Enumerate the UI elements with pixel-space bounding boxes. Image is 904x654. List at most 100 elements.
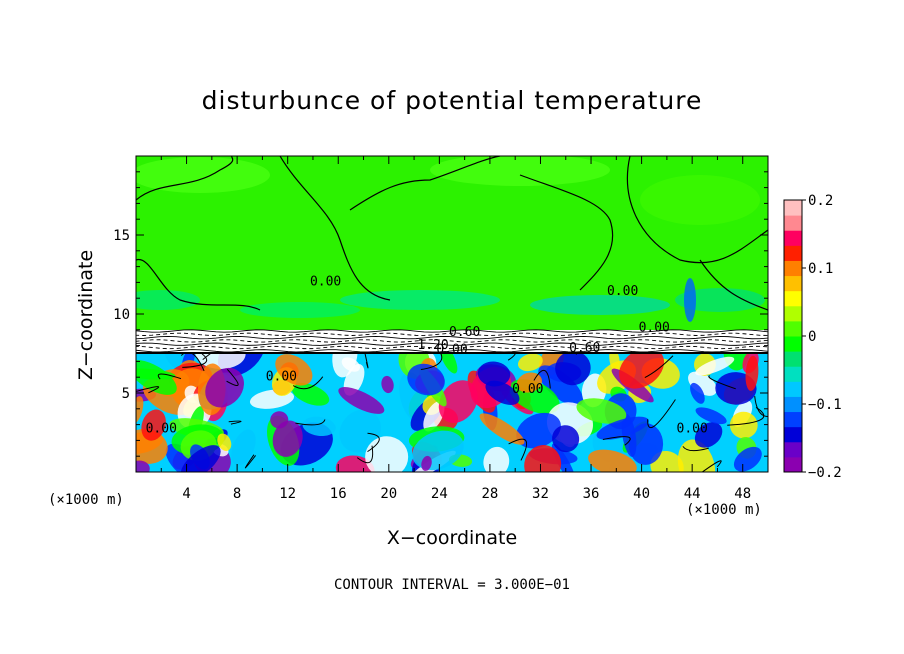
- y-axis: 5 10 15: [113, 171, 768, 457]
- colorbar-swatch: [784, 260, 802, 277]
- x-axis: 4 8 12 16 20 24 28 32 36 40 44 48: [160, 156, 751, 502]
- colorbar-swatch: [784, 351, 802, 367]
- field-blob: [684, 278, 696, 322]
- field-blob: [524, 445, 562, 472]
- colorbar: 0.2 0.1 0 −0.1 −0.2: [783, 193, 842, 481]
- contour-line: [727, 407, 765, 426]
- contour-line: [602, 436, 631, 446]
- contour-line: [244, 454, 256, 469]
- field-blob: [302, 416, 336, 436]
- field-blob: [516, 412, 561, 449]
- x-axis-label: X−coordinate: [386, 527, 518, 549]
- temperature-field: [136, 156, 768, 472]
- contour-line: [136, 345, 768, 350]
- contour-line: [708, 375, 736, 390]
- x-tick-label: 16: [330, 486, 347, 502]
- contour-line: [136, 329, 768, 333]
- field-blob: [421, 455, 432, 471]
- colorbar-swatch: [784, 290, 802, 307]
- field-blob: [275, 354, 313, 386]
- field-blob: [272, 420, 303, 457]
- chart-title: disturbunce of potential temperature: [201, 86, 703, 115]
- x-tick-label: 32: [532, 486, 549, 502]
- contour-line: [157, 373, 182, 380]
- colorbar-swatch: [784, 396, 802, 413]
- field-blob: [407, 363, 445, 396]
- colorbar-swatch: [784, 381, 802, 397]
- contour-label: 0.00: [310, 275, 341, 290]
- field-blob: [136, 360, 177, 395]
- field-blob: [217, 433, 232, 451]
- contour-line: [626, 156, 768, 264]
- field-blob: [479, 413, 525, 445]
- field-blob: [438, 380, 478, 423]
- contour-labels: 0.000.000.601.200.00 0.600.000.000.00 0.00…: [146, 275, 708, 437]
- contour-line: [136, 339, 768, 343]
- contour-line: [701, 460, 722, 472]
- colorbar-tick-label: 0.1: [808, 261, 833, 277]
- field-blob: [141, 409, 166, 441]
- colorbar-swatch: [784, 441, 802, 458]
- contour-line: [508, 438, 528, 461]
- field-blob: [640, 175, 760, 225]
- field-blob: [729, 411, 758, 439]
- contour-line: [228, 420, 242, 425]
- y-tick-label: 15: [113, 228, 130, 244]
- contour-line: [420, 352, 443, 371]
- y-axis-label: Z−coordinate: [75, 249, 97, 381]
- contour-line: [754, 396, 768, 417]
- field-blob: [341, 357, 360, 372]
- x-tick-label: 8: [233, 486, 241, 502]
- contour-line: [136, 259, 261, 311]
- field-blob: [694, 422, 723, 448]
- contour-label: 0.00: [146, 422, 177, 437]
- contour-line: [292, 376, 324, 390]
- contour-label: 0.00: [436, 343, 467, 358]
- field-blob: [339, 409, 381, 453]
- field-blob: [136, 157, 270, 193]
- x-tick-label: 40: [633, 486, 650, 502]
- colorbar-swatch: [784, 456, 802, 473]
- field-blob: [555, 352, 591, 386]
- colorbar-swatch: [784, 200, 802, 216]
- field-blob: [136, 460, 150, 472]
- field-blob: [517, 353, 543, 372]
- colorbar-tick-label: −0.1: [808, 397, 842, 413]
- colorbar-tick-label: 0.2: [808, 193, 833, 209]
- field-blob: [270, 411, 289, 429]
- inversion-band: [136, 329, 768, 354]
- field-blob: [695, 407, 727, 425]
- field-blob: [340, 290, 500, 310]
- contour-label: 0.00: [607, 284, 638, 299]
- x-tick-label: 36: [583, 486, 600, 502]
- colorbar-swatch: [784, 245, 802, 261]
- field-blob: [136, 290, 200, 310]
- contour-line: [364, 352, 369, 369]
- contour-line: [136, 335, 768, 340]
- contour-line: [644, 355, 674, 379]
- field-blob: [650, 450, 684, 472]
- field-blob: [628, 423, 664, 465]
- colorbar-swatch: [784, 366, 802, 382]
- contour-line: [182, 353, 208, 368]
- field-blob: [365, 436, 409, 472]
- contour-label: 0.00: [677, 422, 708, 437]
- contour-line: [682, 446, 709, 452]
- contour-line: [226, 368, 239, 386]
- x-unit-right: (×1000 m): [686, 502, 762, 518]
- colorbar-swatch: [784, 215, 802, 231]
- x-unit-left: (×1000 m): [48, 492, 124, 508]
- contour-interval-note: CONTOUR INTERVAL = 3.000E−01: [333, 577, 570, 593]
- colorbar-swatch: [784, 305, 802, 322]
- contour-line: [136, 332, 768, 336]
- x-tick-label: 4: [182, 486, 190, 502]
- colorbar-swatch: [784, 275, 802, 292]
- contour-line: [136, 349, 768, 353]
- field-blob: [231, 429, 256, 466]
- contour-label: 0.60: [449, 325, 480, 340]
- field-blob: [690, 382, 705, 404]
- field-blob: [675, 288, 765, 312]
- field-blob: [576, 398, 627, 424]
- x-tick-label: 48: [734, 486, 751, 502]
